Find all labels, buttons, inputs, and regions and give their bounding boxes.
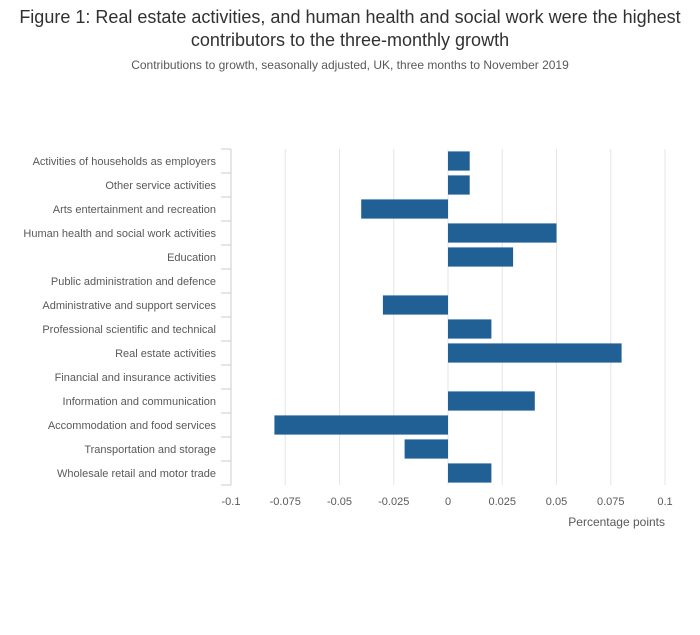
category-label: Other service activities — [105, 180, 216, 192]
bar — [448, 223, 557, 243]
x-tick-label: -0.025 — [378, 496, 409, 508]
category-label: Activities of households as employers — [33, 156, 217, 168]
bar — [448, 391, 535, 411]
category-label: Accommodation and food services — [48, 420, 217, 432]
bar — [448, 343, 622, 363]
x-axis-title: Percentage points — [568, 515, 665, 529]
category-label: Human health and social work activities — [23, 228, 216, 240]
x-tick-label: 0 — [445, 496, 451, 508]
x-tick-label: 0.075 — [597, 496, 625, 508]
bar — [274, 415, 448, 435]
bar — [448, 175, 470, 195]
category-labels: Activities of households as employers Oth… — [23, 156, 216, 480]
bar — [448, 151, 470, 171]
bar — [448, 247, 514, 267]
x-tick-label: 0.1 — [657, 496, 672, 508]
x-tick-labels: -0.1 -0.075 -0.05 -0.025 0 0.025 0.05 0.075 0.1 — [222, 496, 673, 508]
chart-title: Figure 1: Real estate activities, and hu… — [19, 7, 681, 50]
bar — [448, 463, 492, 483]
category-label: Administrative and support services — [42, 300, 216, 312]
category-label: Arts entertainment and recreation — [53, 204, 216, 216]
category-label: Information and communication — [63, 396, 216, 408]
category-label: Wholesale retail and motor trade — [57, 468, 216, 480]
chart-subtitle: Contributions to growth, seasonally adju… — [131, 58, 569, 72]
category-label: Financial and insurance activities — [55, 372, 217, 384]
category-label: Education — [167, 252, 216, 264]
category-label: Public administration and defence — [51, 276, 216, 288]
x-tick-label: -0.075 — [270, 496, 301, 508]
x-tick-label: -0.05 — [327, 496, 352, 508]
x-tick-label: 0.025 — [488, 496, 516, 508]
bars — [274, 151, 622, 483]
category-label: Transportation and storage — [84, 444, 216, 456]
bar — [382, 295, 448, 315]
x-tick-label: 0.05 — [546, 496, 567, 508]
bar — [361, 199, 448, 219]
category-label: Real estate activities — [115, 348, 216, 360]
bar — [448, 319, 492, 339]
bar — [404, 439, 448, 459]
gridlines — [221, 148, 666, 486]
category-label: Professional scientific and technical — [42, 324, 216, 336]
x-tick-label: -0.1 — [222, 496, 241, 508]
